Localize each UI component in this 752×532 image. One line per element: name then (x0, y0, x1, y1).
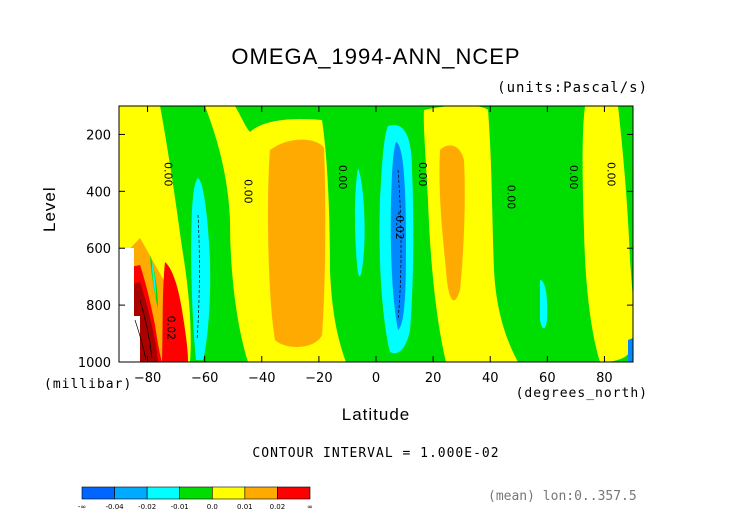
colorbar-swatch (146, 486, 181, 500)
field-blue-north-corner (628, 338, 633, 362)
y-tick-label: 200 (86, 128, 111, 143)
contour-line-red-core (139, 299, 153, 359)
colorbar-swatch (179, 486, 213, 500)
contour-labels-layer: 0.00 0.00 0.00 0.00 -0.02 0.00 0.00 0.00 0.02 (162, 162, 618, 340)
colorbar-label: -0.04 (106, 503, 125, 511)
colorbar-label: 0.0 (207, 503, 218, 511)
field-white-missing-notch (134, 316, 140, 362)
x-tick-label: 0 (372, 371, 380, 386)
colorbar-label: -0.02 (138, 503, 156, 511)
field-yellow-south-band (140, 106, 186, 280)
units-label: (units:Pascal/s) (497, 80, 648, 96)
x-tick-label: −40 (248, 371, 275, 386)
contour-line-south-60 (196, 214, 200, 341)
field-cyan-equator-left (354, 168, 365, 277)
y-tick-label: 800 (86, 299, 111, 314)
y-tick-label: 400 (86, 185, 111, 200)
field-yellow-north-polar (582, 106, 633, 362)
y-tick-label: 1000 (78, 356, 111, 371)
field-cyan-south-sliver (152, 262, 156, 298)
colorbar-swatch (277, 486, 311, 500)
contour-label: 0.00 (162, 162, 175, 187)
field-orange-south-30 (267, 139, 326, 347)
contour-label: -0.02 (393, 211, 406, 239)
x-tick-label: 40 (482, 371, 499, 386)
x-tick-label: 80 (596, 371, 613, 386)
colorbar-label: -0.01 (171, 503, 189, 511)
colorbar-label: -∞ (78, 503, 86, 511)
field-cyan-north-60 (540, 280, 548, 329)
colorbar-swatch (211, 486, 246, 500)
axes-layer: −80 −60 −40 −20 0 20 40 60 80 200 400 600 800 1000 (78, 106, 633, 386)
x-tick-label: −20 (305, 371, 332, 386)
field-cyan-south-60 (191, 178, 211, 360)
x-tick-label: 20 (425, 371, 442, 386)
contour-line-red-edge (134, 319, 147, 361)
colorbar-swatch (114, 486, 148, 500)
mean-label: (mean) lon:0..357.5 (488, 489, 637, 504)
contour-label: 0.00 (604, 162, 617, 187)
colorbar: -∞ -0.04 -0.02 -0.01 0.0 0.01 0.02 ∞ (78, 486, 313, 511)
field-white-missing (119, 248, 134, 362)
contour-lines (134, 169, 402, 361)
y-axis-units: (millibar) (44, 377, 133, 392)
colorbar-label: ∞ (307, 503, 313, 511)
y-tick-label: 600 (86, 242, 111, 257)
contour-line-equator (397, 169, 402, 321)
contour-label: 0.00 (242, 179, 255, 204)
colorbar-swatch (81, 486, 115, 500)
field-orange-north-20 (439, 145, 465, 301)
x-axis-units: (degrees_north) (515, 386, 648, 401)
field-red-south-tongue (162, 262, 188, 362)
x-tick-label: −60 (191, 371, 218, 386)
contour-label: 0.00 (567, 165, 580, 190)
contour-interval-label: CONTOUR INTERVAL = 1.000E-02 (252, 446, 500, 461)
contour-label: 0.00 (336, 165, 349, 190)
contour-label: 0.00 (504, 185, 517, 210)
colorbar-swatch (244, 486, 278, 500)
colorbar-label: 0.01 (237, 503, 253, 511)
contour-label: 0.00 (416, 162, 429, 187)
x-tick-label: 60 (539, 371, 556, 386)
contour-fill-layer (119, 106, 633, 362)
x-axis-label: Latitude (341, 405, 411, 424)
colorbar-label: 0.02 (270, 503, 286, 511)
chart-title: OMEGA_1994-ANN_NCEP (231, 44, 521, 69)
contour-label: 0.02 (165, 316, 178, 341)
field-blue-equator (390, 142, 406, 330)
x-tick-label: −80 (134, 371, 161, 386)
